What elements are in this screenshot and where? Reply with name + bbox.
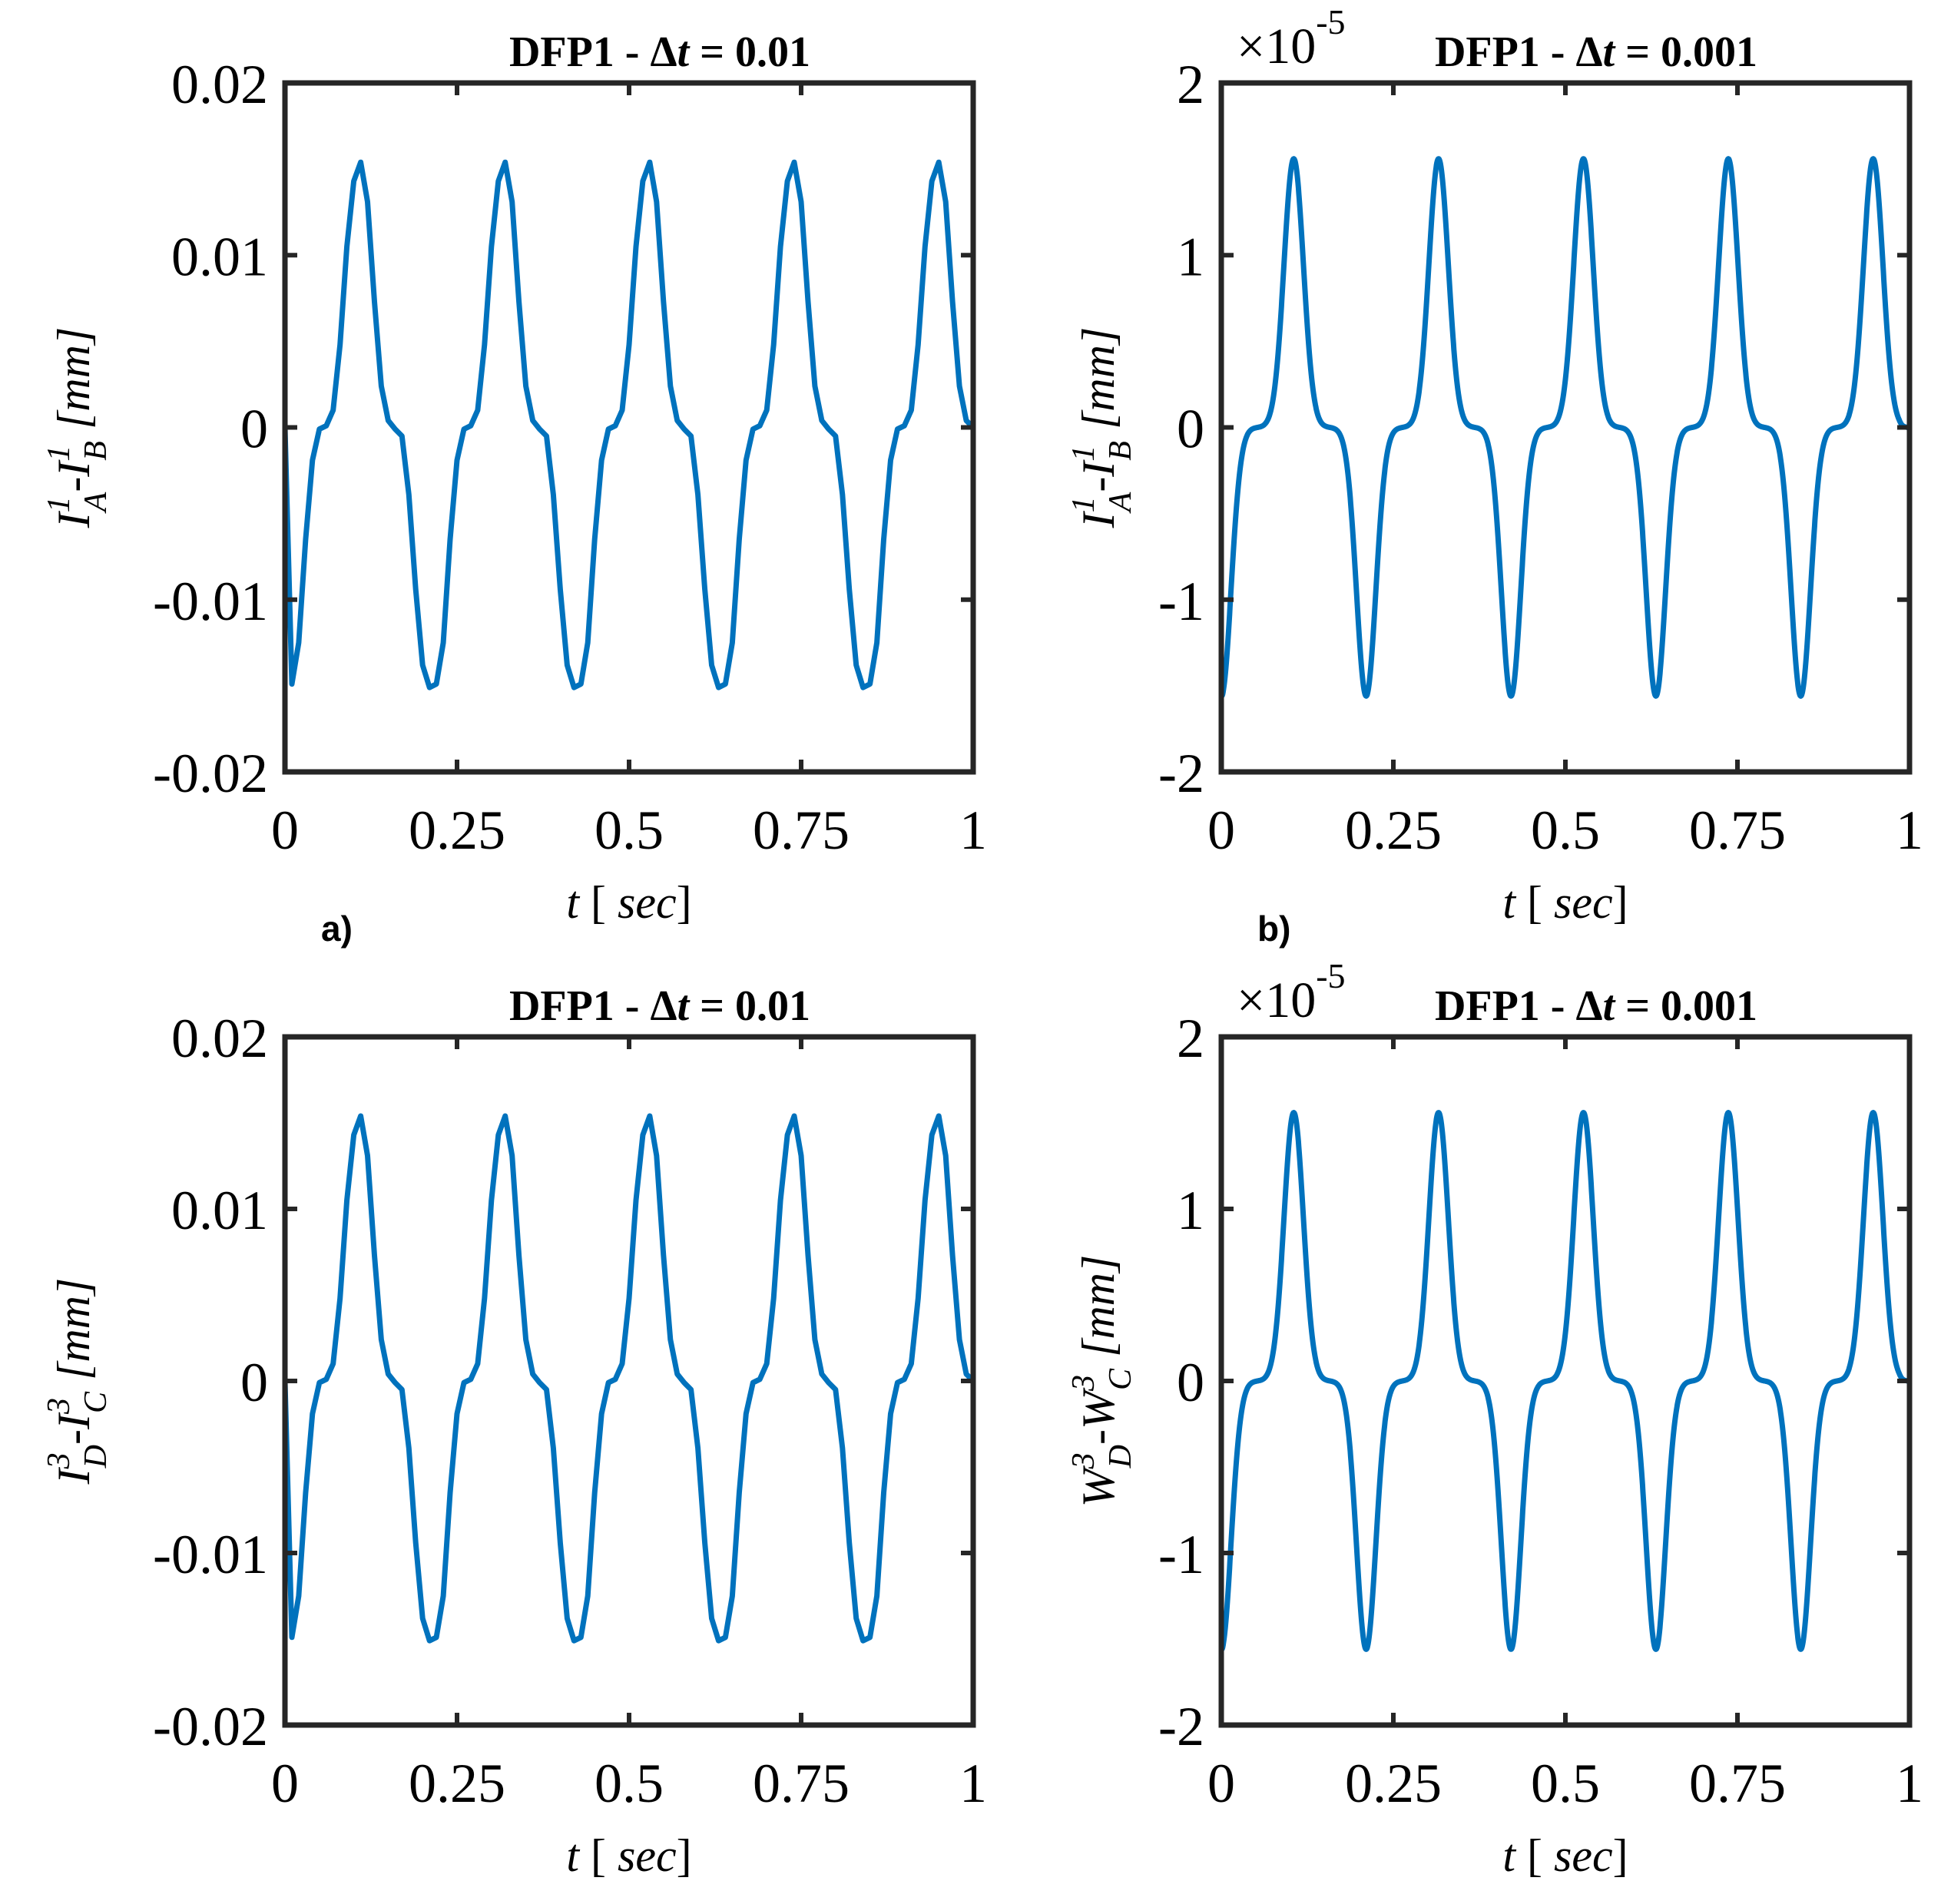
x-axis-label: t [ sec] — [566, 877, 691, 928]
x-tick-label: 0.75 — [1689, 1753, 1786, 1814]
y-tick-label: -1 — [1158, 1524, 1204, 1585]
y-tick-label: -0.01 — [153, 1524, 268, 1585]
x-axis-label: t [ sec] — [1502, 1830, 1628, 1881]
x-tick-label: 0 — [271, 800, 299, 861]
y-tick-label: 0 — [1177, 1352, 1204, 1413]
x-tick-label: 0.25 — [1345, 1753, 1442, 1814]
x-tick-label: 0 — [1207, 800, 1235, 861]
x-axis-label: t [ sec] — [1502, 877, 1628, 928]
x-tick-label: 0.75 — [753, 1753, 850, 1814]
y-tick-label: 0 — [240, 1352, 268, 1413]
y-tick-label: 1 — [1177, 1180, 1204, 1241]
y-tick-label: -1 — [1158, 571, 1204, 632]
x-tick-label: 1 — [959, 800, 987, 861]
y-tick-label: -0.02 — [153, 743, 268, 804]
y-tick-label: -0.02 — [153, 1696, 268, 1757]
x-tick-label: 0.5 — [1531, 1753, 1600, 1814]
y-tick-label: 0.01 — [171, 1180, 268, 1241]
series-line — [1219, 156, 1912, 699]
x-tick-label: 0.25 — [409, 1753, 505, 1814]
axis-exponent: ×10-5 — [1237, 2, 1346, 75]
chart-panel-1: 0 0.25 0.5 0.75 1 -0.02 -0.01 0 0.01 0.02 DFP1 - Δ… — [41, 28, 987, 928]
x-tick-label: 0 — [271, 1753, 299, 1814]
y-tick-label: -2 — [1158, 1696, 1204, 1757]
chart-title: DFP1 - Δt = 0.01 — [509, 28, 810, 76]
chart-panel-4: 0 0.25 0.5 0.75 1 -2 -1 0 1 2 DFP1 - Δt = 0.001 ×10… — [1066, 956, 1923, 1881]
y-tick-label: 1 — [1177, 226, 1204, 287]
axis-exponent: ×10-5 — [1237, 956, 1346, 1028]
x-tick-label: 1 — [1896, 1753, 1923, 1814]
y-axis-label: I3D-I3C [mm] — [41, 1278, 114, 1485]
series-line — [282, 1113, 975, 1644]
panel-label: b) — [1257, 909, 1290, 949]
y-axis-label: I1A-I1B [mm] — [1066, 327, 1138, 529]
x-axis-label: t [ sec] — [566, 1830, 691, 1881]
series-line — [1219, 1110, 1912, 1652]
x-tick-label: 0.5 — [595, 800, 664, 861]
x-tick-label: 0.5 — [1531, 800, 1600, 861]
x-tick-label: 1 — [1896, 800, 1923, 861]
x-tick-label: 0.5 — [595, 1753, 664, 1814]
y-tick-label: 0.02 — [171, 1008, 268, 1069]
chart-title: DFP1 - Δt = 0.01 — [509, 982, 810, 1030]
series-line — [282, 159, 975, 690]
x-tick-label: 0 — [1207, 1753, 1235, 1814]
x-tick-label: 0.75 — [1689, 800, 1786, 861]
y-tick-label: 0.01 — [171, 226, 268, 287]
x-tick-label: 1 — [959, 1753, 987, 1814]
chart-panel-3: 0 0.25 0.5 0.75 1 -0.02 -0.01 0 0.01 0.02 DFP1 - Δ… — [41, 982, 987, 1881]
y-tick-label: -0.01 — [153, 571, 268, 632]
y-tick-label: -2 — [1158, 743, 1204, 804]
chart-title: DFP1 - Δt = 0.001 — [1435, 28, 1757, 76]
y-tick-label: 0 — [1177, 399, 1204, 460]
y-tick-label: 2 — [1177, 54, 1204, 115]
y-axis-label: W3D-W3C [mm] — [1066, 1255, 1138, 1508]
chart-title: DFP1 - Δt = 0.001 — [1435, 982, 1757, 1030]
y-axis-label: I1A-I1B [mm] — [41, 327, 114, 529]
y-tick-label: 2 — [1177, 1008, 1204, 1069]
x-tick-label: 0.25 — [409, 800, 505, 861]
x-tick-label: 0.25 — [1345, 800, 1442, 861]
y-tick-label: 0.02 — [171, 54, 268, 115]
chart-panel-2: 0 0.25 0.5 0.75 1 -2 -1 0 1 2 DFP1 - Δt = 0.001 ×10… — [1066, 2, 1923, 928]
y-tick-label: 0 — [240, 399, 268, 460]
panel-label: a) — [321, 909, 353, 949]
x-tick-label: 0.75 — [753, 800, 850, 861]
